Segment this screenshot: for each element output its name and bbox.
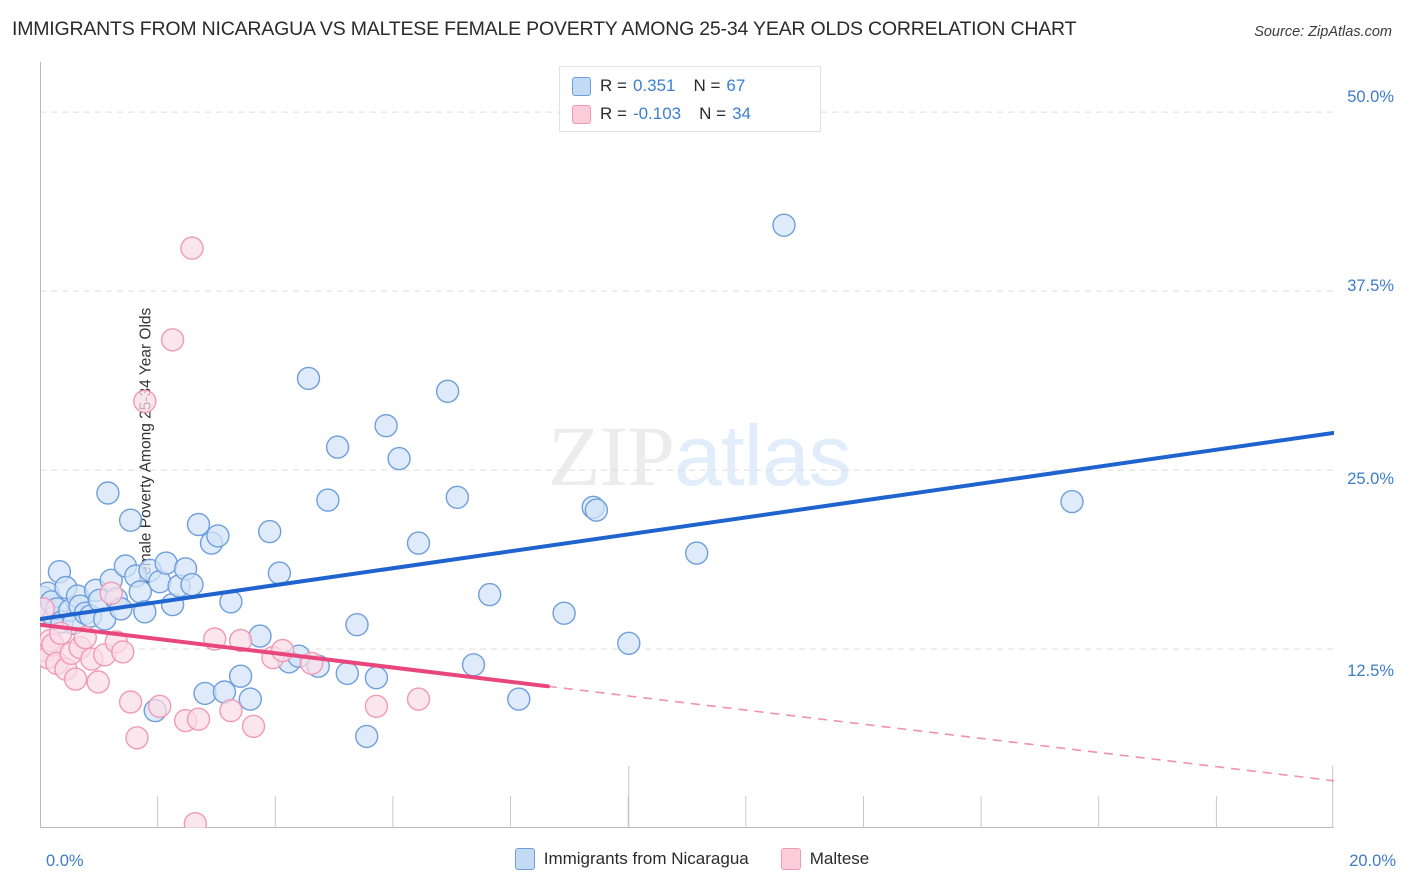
data-point: [364, 666, 389, 690]
data-point: [228, 664, 253, 688]
y-tick-12: 12.5%: [1347, 662, 1394, 680]
data-point: [186, 512, 211, 537]
data-point: [772, 213, 796, 237]
data-point: [335, 661, 359, 686]
scatter-plot-svg: [40, 62, 1334, 828]
data-point: [685, 541, 709, 565]
legend-item-maltese[interactable]: Maltese: [780, 848, 892, 870]
data-point: [325, 435, 350, 459]
data-point: [478, 582, 502, 607]
data-point: [355, 724, 379, 749]
data-point: [99, 581, 123, 605]
n-label-series1: N =: [693, 76, 721, 95]
y-tick-37: 37.5%: [1347, 277, 1394, 295]
data-point: [316, 488, 340, 512]
y-tick-50: 50.0%: [1347, 88, 1394, 106]
data-point: [507, 687, 531, 711]
data-point: [228, 628, 253, 653]
legend-swatch-maltese-icon: [780, 848, 801, 870]
plot-area: [40, 62, 1334, 828]
data-point: [445, 485, 469, 509]
chart-header: IMMIGRANTS FROM NICARAGUA VS MALTESE FEM…: [0, 0, 1406, 50]
data-point: [238, 687, 263, 711]
legend-row-series1: R = 0.351 N = 67: [572, 72, 745, 100]
data-point: [63, 667, 88, 691]
data-point: [160, 328, 185, 352]
n-value-series2: 34: [732, 104, 751, 123]
data-point: [406, 531, 431, 555]
r-label-series1: R =: [600, 76, 627, 95]
data-point: [1060, 489, 1084, 514]
x-tick-max: 20.0%: [1349, 852, 1396, 870]
data-point: [180, 236, 204, 260]
data-point: [183, 812, 207, 828]
data-point: [111, 640, 135, 664]
legend-row-series2: R = -0.103 N = 34: [572, 100, 751, 128]
trendline-nicaragua: [40, 430, 1334, 621]
source-attribution: Source: ZipAtlas.com: [1254, 24, 1392, 40]
legend-swatch-pink-icon: [572, 104, 591, 124]
data-point: [154, 551, 178, 575]
data-point: [461, 653, 486, 677]
data-point: [96, 481, 120, 505]
data-point: [296, 366, 321, 391]
data-point: [552, 601, 576, 625]
r-value-series2: -0.103: [632, 104, 682, 123]
data-point: [118, 508, 143, 532]
trendline-maltese: [40, 622, 550, 689]
data-point: [435, 379, 460, 403]
data-point: [86, 670, 110, 694]
data-point: [219, 698, 243, 723]
y-tick-25: 25.0%: [1347, 470, 1394, 488]
data-point: [374, 414, 398, 438]
legend-swatch-nicaragua-icon: [514, 848, 535, 870]
legend-swatch-blue-icon: [572, 76, 591, 96]
n-label-series2: N =: [699, 104, 727, 123]
data-point: [147, 694, 172, 718]
data-point: [118, 690, 143, 714]
data-point: [584, 498, 609, 522]
data-point: [345, 613, 369, 637]
data-point: [364, 694, 389, 718]
data-point: [186, 707, 211, 731]
x-tick-min: 0.0%: [46, 852, 84, 870]
series-points-nicaragua: [40, 213, 1084, 749]
n-value-series1: 67: [726, 76, 746, 95]
series-points-maltese: [40, 236, 431, 828]
data-point: [180, 572, 204, 597]
data-point: [248, 624, 272, 648]
r-label-series2: R =: [600, 104, 627, 123]
data-point: [257, 519, 282, 544]
data-point: [133, 389, 157, 413]
data-point: [387, 446, 411, 471]
data-point: [193, 681, 217, 706]
r-value-series1: 0.351: [632, 76, 676, 95]
data-point: [270, 638, 295, 663]
legend-item-nicaragua[interactable]: Immigrants from Nicaragua: [514, 848, 771, 870]
legend-label-nicaragua: Immigrants from Nicaragua: [543, 849, 749, 868]
data-point: [617, 631, 641, 655]
page-title: IMMIGRANTS FROM NICARAGUA VS MALTESE FEM…: [12, 18, 1077, 40]
data-point: [128, 580, 153, 604]
data-point: [241, 714, 266, 738]
data-point: [125, 726, 149, 750]
legend-label-maltese: Maltese: [809, 849, 870, 868]
data-point: [267, 561, 292, 585]
correlation-stats-legend: R = 0.351 N = 67 R = -0.103 N = 34: [559, 66, 821, 132]
data-point: [406, 687, 431, 711]
data-point: [206, 524, 230, 548]
trendline-extension-maltese: [547, 685, 1334, 782]
series-legend: Immigrants from Nicaragua Maltese: [0, 848, 1406, 870]
